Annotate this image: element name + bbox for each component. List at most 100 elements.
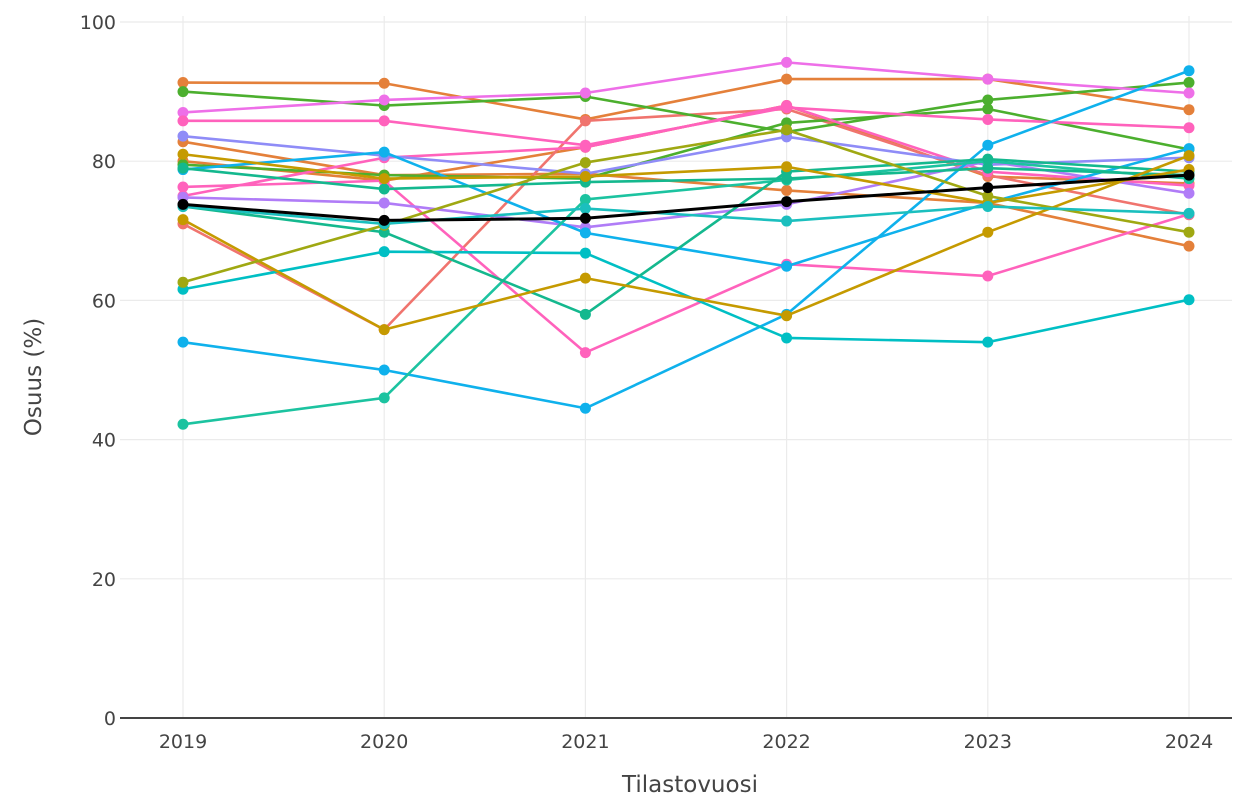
data-point[interactable] bbox=[982, 94, 994, 106]
data-point[interactable] bbox=[781, 124, 793, 136]
data-point[interactable] bbox=[1183, 187, 1195, 199]
data-point[interactable] bbox=[781, 56, 793, 68]
data-point[interactable] bbox=[1183, 150, 1195, 162]
series-line bbox=[182, 128, 1190, 284]
data-point[interactable] bbox=[378, 173, 390, 185]
data-point[interactable] bbox=[781, 184, 793, 196]
data-point[interactable] bbox=[982, 270, 994, 282]
data-point[interactable] bbox=[982, 162, 994, 174]
x-axis-title: Tilastovuosi bbox=[621, 772, 758, 798]
data-point[interactable] bbox=[177, 77, 189, 89]
data-point[interactable] bbox=[177, 418, 189, 430]
data-point[interactable] bbox=[1183, 226, 1195, 238]
y-tick-label: 20 bbox=[92, 569, 116, 591]
data-point[interactable] bbox=[781, 310, 793, 322]
data-point[interactable] bbox=[177, 276, 189, 288]
data-point[interactable] bbox=[177, 198, 189, 210]
data-point[interactable] bbox=[378, 392, 390, 404]
series-line bbox=[182, 157, 1190, 316]
series-line bbox=[182, 104, 1190, 198]
data-point[interactable] bbox=[1183, 240, 1195, 252]
series-line bbox=[182, 69, 1190, 410]
data-point[interactable] bbox=[579, 203, 591, 215]
data-point[interactable] bbox=[579, 171, 591, 183]
series-line bbox=[182, 154, 1190, 331]
data-point[interactable] bbox=[177, 106, 189, 118]
data-point[interactable] bbox=[982, 336, 994, 348]
data-point[interactable] bbox=[1183, 65, 1195, 77]
data-point[interactable] bbox=[378, 115, 390, 127]
series-0 bbox=[177, 169, 1195, 226]
x-tick-label: 2024 bbox=[1165, 731, 1213, 753]
data-point[interactable] bbox=[579, 308, 591, 320]
series-19 bbox=[177, 150, 1195, 336]
data-point[interactable] bbox=[177, 148, 189, 160]
data-point[interactable] bbox=[982, 139, 994, 151]
data-point[interactable] bbox=[781, 196, 793, 208]
x-tick-label: 2021 bbox=[561, 731, 609, 753]
data-point[interactable] bbox=[781, 73, 793, 85]
series-line bbox=[182, 159, 1190, 426]
data-point[interactable] bbox=[781, 215, 793, 227]
series-line bbox=[182, 166, 1190, 191]
data-point[interactable] bbox=[579, 227, 591, 239]
y-tick-label: 0 bbox=[104, 708, 116, 730]
data-point[interactable] bbox=[177, 86, 189, 98]
data-point[interactable] bbox=[579, 87, 591, 99]
data-point[interactable] bbox=[177, 130, 189, 142]
series-21 bbox=[177, 124, 1195, 288]
series-1 bbox=[177, 73, 1195, 125]
data-point[interactable] bbox=[1183, 87, 1195, 99]
y-tick-label: 100 bbox=[80, 12, 116, 34]
data-point[interactable] bbox=[982, 182, 994, 194]
data-point[interactable] bbox=[982, 113, 994, 125]
data-point[interactable] bbox=[1183, 207, 1195, 219]
data-point[interactable] bbox=[378, 197, 390, 209]
data-point[interactable] bbox=[1183, 294, 1195, 306]
data-point[interactable] bbox=[982, 153, 994, 165]
data-point[interactable] bbox=[378, 364, 390, 376]
data-point[interactable] bbox=[781, 260, 793, 272]
data-point[interactable] bbox=[982, 226, 994, 238]
data-point[interactable] bbox=[1183, 169, 1195, 181]
data-point[interactable] bbox=[378, 146, 390, 158]
data-point[interactable] bbox=[1183, 77, 1195, 89]
data-point[interactable] bbox=[781, 100, 793, 112]
data-point[interactable] bbox=[378, 214, 390, 226]
data-point[interactable] bbox=[781, 161, 793, 173]
data-point[interactable] bbox=[579, 212, 591, 224]
data-point[interactable] bbox=[579, 193, 591, 205]
data-point[interactable] bbox=[378, 183, 390, 195]
data-point[interactable] bbox=[579, 141, 591, 153]
data-point[interactable] bbox=[177, 115, 189, 127]
data-point[interactable] bbox=[177, 336, 189, 348]
data-point[interactable] bbox=[177, 214, 189, 226]
data-point[interactable] bbox=[579, 247, 591, 259]
data-point[interactable] bbox=[579, 115, 591, 127]
data-point[interactable] bbox=[177, 181, 189, 193]
data-point[interactable] bbox=[579, 272, 591, 284]
data-point[interactable] bbox=[1183, 122, 1195, 134]
data-point[interactable] bbox=[1183, 104, 1195, 116]
data-point[interactable] bbox=[781, 332, 793, 344]
data-point[interactable] bbox=[982, 103, 994, 115]
series-group bbox=[177, 56, 1195, 430]
data-point[interactable] bbox=[982, 73, 994, 85]
data-point[interactable] bbox=[579, 402, 591, 414]
data-point[interactable] bbox=[378, 77, 390, 89]
data-point[interactable] bbox=[378, 94, 390, 106]
series-line bbox=[182, 179, 1190, 354]
series-line bbox=[182, 81, 1190, 134]
series-line bbox=[182, 173, 1190, 222]
data-point[interactable] bbox=[579, 157, 591, 169]
data-point[interactable] bbox=[781, 173, 793, 185]
series-7 bbox=[177, 56, 1195, 118]
data-point[interactable] bbox=[177, 162, 189, 174]
data-point[interactable] bbox=[378, 324, 390, 336]
data-point[interactable] bbox=[378, 246, 390, 258]
data-point[interactable] bbox=[982, 200, 994, 212]
x-tick-label: 2022 bbox=[762, 731, 810, 753]
data-point[interactable] bbox=[982, 190, 994, 202]
data-point[interactable] bbox=[579, 347, 591, 359]
